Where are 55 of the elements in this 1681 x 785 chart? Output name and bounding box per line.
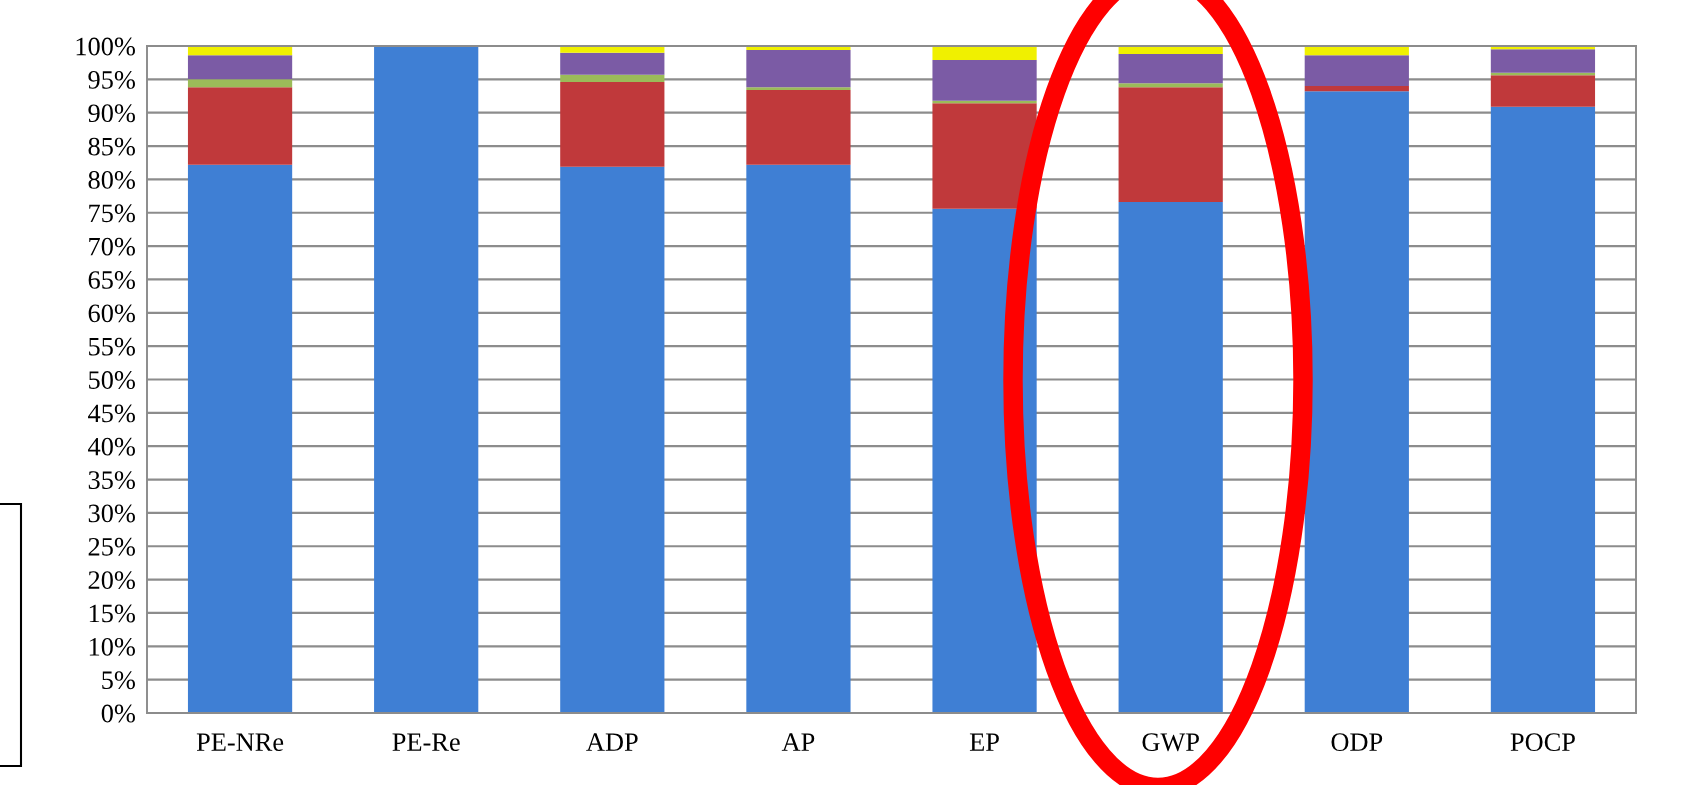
bar (187, 87, 293, 165)
y-tick-label: 40% (88, 437, 135, 456)
bar (746, 90, 851, 165)
y-tick-label: 20% (88, 571, 135, 590)
bar (1304, 86, 1409, 92)
y-tick-label: 10% (89, 637, 135, 656)
x-tick-label: ODP (1331, 733, 1383, 752)
y-tick-label: 50% (89, 371, 135, 389)
bar (187, 55, 293, 80)
bar (1118, 87, 1223, 203)
bar (560, 46, 665, 53)
x-tick-label: ADP (586, 733, 638, 751)
x-tick-label: PE-NRe (196, 733, 284, 752)
bar (1118, 54, 1223, 84)
y-tick-label: 25% (88, 537, 135, 556)
y-tick-label: 55% (89, 337, 135, 356)
bar (1118, 202, 1223, 713)
y-tick-label: 75% (89, 204, 135, 223)
bar (1304, 55, 1409, 87)
bar (932, 60, 1037, 101)
y-tick-label: 90% (88, 104, 135, 123)
bar (1490, 75, 1596, 107)
y-tick-label: 30% (88, 504, 135, 523)
bar (374, 46, 479, 713)
y-tick-label: 65% (88, 271, 135, 289)
x-tick-label: POCP (1510, 733, 1575, 752)
bar (187, 79, 293, 88)
y-tick-label: 35% (88, 471, 135, 490)
y-tick-label: 5% (102, 671, 135, 690)
y-tick-label: 80% (88, 171, 135, 189)
y-tick-label: 15% (89, 604, 135, 623)
y-tick-label: 100% (76, 37, 135, 56)
bar (560, 166, 665, 713)
bar (560, 74, 665, 83)
bar (746, 164, 851, 713)
x-tick-label: PE-Re (392, 733, 460, 752)
bar (560, 82, 665, 167)
x-tick-label: AP (781, 733, 815, 751)
bar (746, 87, 851, 91)
bar (932, 103, 1037, 209)
x-tick-label: EP (969, 733, 999, 751)
bar (1490, 106, 1596, 713)
y-tick-label: 85% (88, 137, 135, 156)
bar (560, 52, 665, 75)
y-tick-label: 95% (88, 70, 135, 89)
bar (187, 164, 293, 713)
bar (932, 46, 1037, 61)
y-tick-label: 70% (89, 237, 135, 256)
bar (746, 50, 851, 88)
y-tick-label: 0% (101, 704, 135, 723)
y-tick-label: 45% (88, 404, 135, 423)
x-tick-label: GWP (1142, 733, 1199, 752)
bar (1490, 49, 1596, 73)
bar (1118, 83, 1223, 88)
y-tick-label: 60% (88, 304, 135, 323)
